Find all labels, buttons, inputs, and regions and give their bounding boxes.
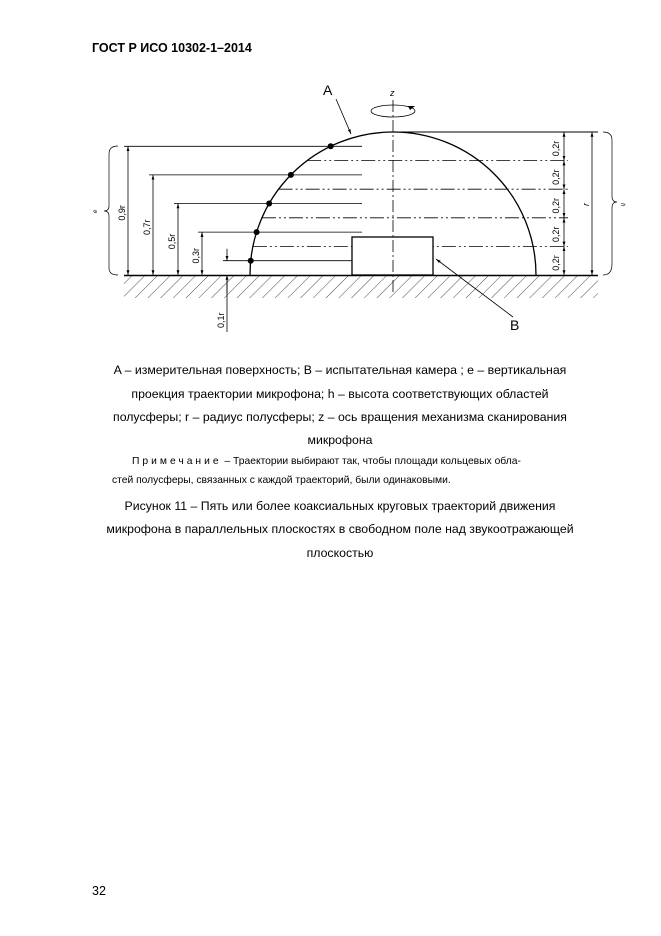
figure-caption: Рисунок 11 – Пять или более коаксиальных… <box>124 499 556 513</box>
dim-label: 0,7r <box>142 219 152 235</box>
dim-label: 0,2r <box>551 169 561 185</box>
dim-r: r <box>581 202 591 206</box>
dim-label: 0,3r <box>191 248 201 264</box>
legend-line: полусферы; r – радиус полусферы; z – ось… <box>113 410 567 424</box>
note: Примечание – Траектории выбирают так, чт… <box>132 456 521 467</box>
figure-11-diagram: z A B r e h 0,2r 0,2r 0,2r 0,2r 0,2r 0,9r 0,7r… <box>93 82 625 333</box>
svg-text:h: h <box>619 203 625 207</box>
ground-hatching <box>124 276 598 298</box>
label-z: z <box>389 88 395 98</box>
label-b: B <box>510 317 519 333</box>
test-chamber-box <box>351 236 434 276</box>
document-header: ГОСТ Р ИСО 10302-1–2014 <box>92 41 252 55</box>
legend-line: микрофона <box>307 433 373 447</box>
dim-label: 0,2r <box>551 141 561 157</box>
dim-label: 0,1r <box>216 312 226 328</box>
dim-label: 0,2r <box>551 198 561 214</box>
label-a: A <box>323 82 333 98</box>
brace-e <box>103 145 119 276</box>
legend-line: проекция траектории микрофона; h – высот… <box>131 387 549 401</box>
rotation-arrow-icon <box>370 104 416 118</box>
dim-label: 0,9r <box>117 205 127 221</box>
figure-caption: микрофона в параллельных плоскостях в св… <box>106 522 574 536</box>
page-number: 32 <box>92 884 106 898</box>
dim-label: 0,2r <box>551 227 561 243</box>
dim-label: 0,2r <box>551 255 561 271</box>
svg-text:e: e <box>93 209 99 213</box>
legend-line: A – измерительная поверхность; B – испыт… <box>113 363 567 377</box>
note-label: Примечание <box>132 456 222 467</box>
note-continuation: стей полусферы, связанных с каждой траек… <box>112 475 451 486</box>
dim-label: 0,5r <box>167 234 177 250</box>
brace-h <box>602 131 618 276</box>
figure-caption: плоскостью <box>306 546 374 560</box>
